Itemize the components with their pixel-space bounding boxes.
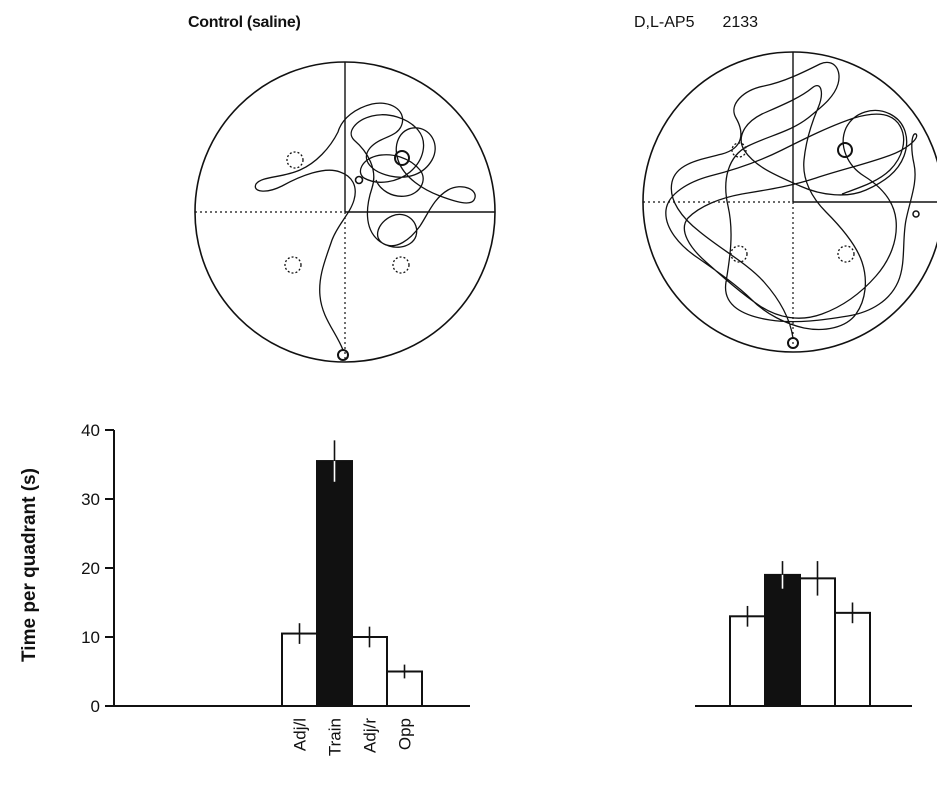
pool-control-platform-train [394,150,410,166]
pool-ap5 [642,51,937,353]
pool-control-start [337,349,349,361]
pool-control-swim-path [254,102,476,351]
x-tick-label-Opp: Opp [396,718,415,750]
pool-control-end [354,175,364,185]
bar-Adj/l [729,615,766,707]
bar-Adj/r [799,577,836,707]
bar-Train [316,460,353,707]
pool-ap5-swim-path [665,61,918,339]
bar-Train [764,573,801,708]
panel-title-ap5: D,L-AP5 2133 [634,14,758,32]
panel-title-ap5-drug: D,L-AP5 [634,14,695,31]
y-tick-label-30: 30 [81,490,100,509]
x-tick-label-Adj/r: Adj/r [361,718,380,753]
pool-ap5-platform-adjr [837,245,855,263]
y-tick-label-0: 0 [91,697,100,716]
pool-ap5-platform-opp [730,245,748,263]
y-tick-label-20: 20 [81,559,100,578]
x-tick-label-Adj/l: Adj/l [291,718,310,751]
bar-chart-ap5 [695,561,912,708]
y-tick-label-40: 40 [81,421,100,440]
pool-control-platform-adjl [286,151,304,169]
pool-control-platform-opp [284,256,302,274]
y-tick-label-10: 10 [81,628,100,647]
bar-Adj/l [281,632,318,707]
panel-title-control: Control (saline) [188,14,301,31]
pool-control [194,61,496,363]
pool-ap5-end [912,210,920,218]
pool-ap5-platform-train [837,142,853,158]
bar-chart-control: 0 10 20 30 40 Adj/l Train Adj/r Opp [81,421,470,756]
panel-title-ap5-id: 2133 [722,14,759,31]
x-tick-label-Train: Train [326,718,345,756]
pool-control-platform-adjr [392,256,410,274]
bar-Opp [834,611,871,707]
